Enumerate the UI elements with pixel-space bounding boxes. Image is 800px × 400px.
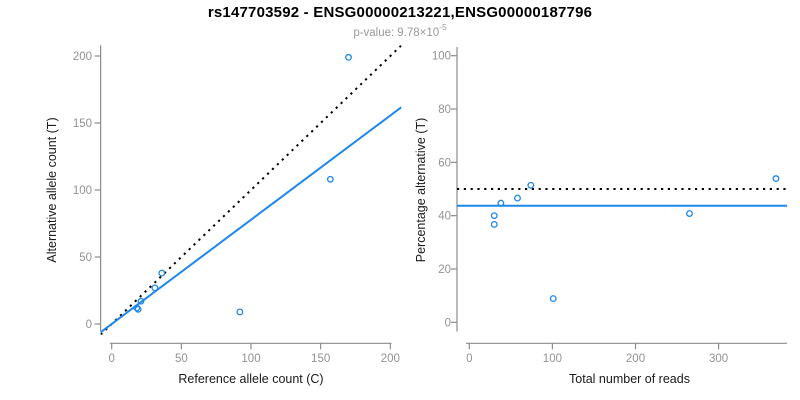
data-point	[326, 175, 334, 183]
pvalue-base: 9.78×10	[397, 26, 440, 39]
data-point	[236, 308, 244, 316]
lines-layer	[100, 45, 402, 335]
x-tick-label: 50	[175, 353, 188, 365]
data-point	[527, 181, 535, 189]
y-tick-label: 20	[438, 264, 451, 276]
x-tick-label: 100	[241, 353, 260, 365]
y-tick-label: 0	[445, 317, 451, 329]
y-tick-label: 40	[438, 211, 451, 223]
y-tick-label: 150	[73, 118, 92, 130]
data-point	[133, 304, 141, 312]
x-tick-label: 200	[381, 353, 400, 365]
identity-line	[100, 45, 402, 335]
points-layer	[490, 175, 780, 303]
fit-line	[100, 106, 402, 334]
y-axis-label-percentage: Percentage alternative (T)	[414, 117, 428, 263]
x-tick-label: 100	[543, 353, 562, 365]
x-tick-label: 0	[108, 353, 114, 365]
plot-panel-counts: 0 50 100 150 200 0 50 100 150 200	[73, 45, 402, 365]
lines-layer	[457, 188, 788, 207]
data-point	[151, 284, 159, 292]
y-tick-label: 80	[438, 104, 451, 116]
data-point	[345, 53, 352, 61]
x-axis-label-percentage: Total number of reads	[569, 372, 690, 386]
x-axis-label-counts: Reference allele count (C)	[178, 372, 324, 386]
points-layer	[133, 53, 352, 316]
data-point	[490, 212, 498, 220]
x-tick-label: 150	[311, 353, 330, 365]
y-tick-label: 100	[432, 51, 451, 63]
data-point	[514, 194, 521, 202]
y-tick-label: 100	[73, 185, 92, 197]
pvalue-exponent: -5	[439, 22, 447, 32]
y-axis-label-counts: Alternative allele count (T)	[45, 117, 59, 263]
data-point	[490, 221, 498, 228]
y-tick-label: 50	[79, 252, 92, 264]
y-tick-label: 60	[438, 157, 451, 169]
x-tick-label: 300	[709, 353, 728, 365]
data-point	[686, 210, 693, 217]
y-tick-label: 0	[86, 319, 92, 331]
plot-panel-percentage: 0 100 200 300 0 20 40 60 80 100	[432, 47, 788, 365]
pvalue-label: p-value:	[353, 26, 395, 39]
x-tick-label: 200	[626, 353, 645, 365]
data-point	[772, 175, 780, 183]
data-point	[497, 199, 505, 207]
pvalue-subtitle: p-value: 9.78×10-5	[0, 22, 800, 39]
data-point	[134, 305, 142, 313]
y-tick-label: 200	[73, 51, 92, 63]
data-point	[549, 295, 557, 303]
data-point	[158, 269, 166, 277]
x-tick-label: 0	[466, 353, 472, 365]
data-point	[137, 297, 145, 305]
page-title: rs147703592 - ENSG00000213221,ENSG000001…	[207, 4, 593, 21]
